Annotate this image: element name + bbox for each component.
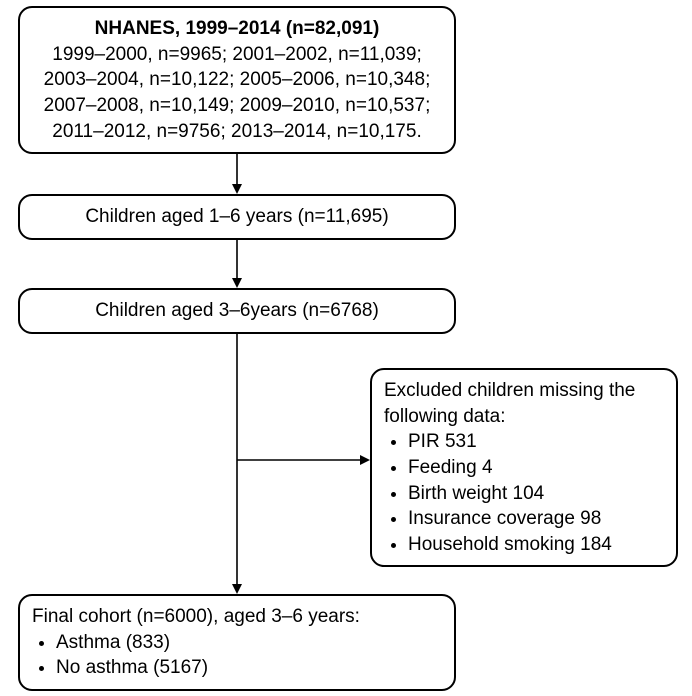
node-excluded-item-2: Birth weight 104 [408,481,664,507]
node-final-item-0: Asthma (833) [56,630,442,656]
node-excluded-item-1: Feeding 4 [408,455,664,481]
node-excluded: Excluded children missing the following … [370,368,678,567]
node-source: NHANES, 1999–2014 (n=82,091) 1999–2000, … [18,6,456,154]
node-source-title: NHANES, 1999–2014 (n=82,091) [32,16,442,42]
node-source-line-2: 2007–2008, n=10,149; 2009–2010, n=10,537… [32,93,442,119]
node-final-heading: Final cohort (n=6000), aged 3–6 years: [32,604,442,630]
node-excluded-heading: Excluded children missing the following … [384,378,664,429]
node-final: Final cohort (n=6000), aged 3–6 years: A… [18,594,456,691]
node-final-list: Asthma (833) No asthma (5167) [32,630,442,681]
node-excluded-item-3: Insurance coverage 98 [408,506,664,532]
node-excluded-item-4: Household smoking 184 [408,532,664,558]
node-source-line-1: 2003–2004, n=10,122; 2005–2006, n=10,348… [32,67,442,93]
node-step1: Children aged 1–6 years (n=11,695) [18,194,456,240]
node-step1-text: Children aged 1–6 years (n=11,695) [32,204,442,230]
node-excluded-list: PIR 531 Feeding 4 Birth weight 104 Insur… [384,429,664,557]
node-source-line-0: 1999–2000, n=9965; 2001–2002, n=11,039; [32,42,442,68]
node-step2-text: Children aged 3–6years (n=6768) [32,298,442,324]
node-step2: Children aged 3–6years (n=6768) [18,288,456,334]
node-source-line-3: 2011–2012, n=9756; 2013–2014, n=10,175. [32,119,442,145]
node-final-item-1: No asthma (5167) [56,655,442,681]
node-excluded-item-0: PIR 531 [408,429,664,455]
flowchart-canvas: NHANES, 1999–2014 (n=82,091) 1999–2000, … [0,0,692,696]
